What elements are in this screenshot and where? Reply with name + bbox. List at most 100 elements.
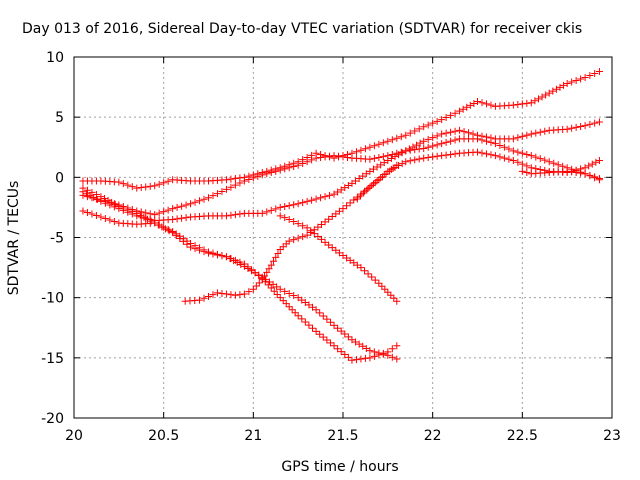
- x-tick-label: 22.5: [507, 428, 538, 444]
- x-tick-label: 21: [244, 428, 262, 444]
- data-point-marker: [416, 139, 424, 147]
- data-point-marker: [276, 285, 284, 293]
- data-point-marker: [307, 227, 315, 235]
- grid: [74, 57, 612, 418]
- data-point-marker: [334, 345, 342, 353]
- data-point-marker: [326, 318, 334, 326]
- data-point-marker: [209, 291, 217, 299]
- data-point-marker: [413, 141, 421, 149]
- data-point-marker: [323, 315, 331, 323]
- data-point-marker: [433, 141, 441, 149]
- data-point-marker: [200, 195, 208, 203]
- data-point-marker: [196, 246, 204, 254]
- data-point-marker: [379, 139, 387, 147]
- data-point-marker: [532, 153, 540, 161]
- x-tick-label: 22: [424, 428, 442, 444]
- data-point-marker: [387, 155, 395, 163]
- data-point-marker: [128, 208, 136, 216]
- data-point-marker: [572, 169, 580, 177]
- data-point-marker: [447, 150, 455, 158]
- data-point-marker: [545, 158, 553, 166]
- data-point-marker: [527, 99, 535, 107]
- data-point-marker: [411, 146, 419, 154]
- data-point-marker: [393, 355, 401, 363]
- data-point-marker: [290, 236, 298, 244]
- data-point-marker: [294, 161, 302, 169]
- data-point-marker: [352, 148, 360, 156]
- data-point-marker: [101, 215, 109, 223]
- data-point-marker: [373, 177, 381, 185]
- data-point-marker: [83, 186, 91, 194]
- data-point-marker: [265, 265, 273, 273]
- data-point-marker: [577, 75, 585, 83]
- data-point-marker: [309, 324, 317, 332]
- data-point-marker: [290, 292, 298, 300]
- data-point-marker: [424, 143, 432, 151]
- data-point-marker: [169, 205, 177, 213]
- x-tick-label: 20: [65, 428, 83, 444]
- data-point-marker: [172, 232, 180, 240]
- x-axis-label: GPS time / hours: [281, 459, 398, 475]
- data-point-marker: [294, 312, 302, 320]
- data-point-marker: [147, 217, 155, 225]
- data-point-marker: [151, 182, 159, 190]
- data-point-marker: [218, 252, 226, 260]
- data-point-marker: [92, 190, 100, 198]
- data-point-marker: [303, 158, 311, 166]
- data-point-marker: [182, 214, 190, 222]
- data-point-marker: [353, 195, 361, 203]
- data-point-marker: [527, 164, 535, 172]
- data-point-marker: [350, 196, 358, 204]
- data-point-marker: [265, 278, 273, 286]
- data-point-marker: [438, 140, 446, 148]
- data-point-marker: [356, 192, 364, 200]
- data-point-marker: [332, 210, 340, 218]
- data-point-marker: [388, 150, 396, 158]
- data-point-marker: [397, 148, 405, 156]
- data-point-marker: [213, 289, 221, 297]
- data-point-marker: [366, 183, 374, 191]
- data-point-marker: [323, 336, 331, 344]
- data-point-marker: [595, 118, 603, 126]
- data-point-marker: [341, 350, 349, 358]
- data-point-marker: [326, 339, 334, 347]
- data-point-marker: [316, 309, 324, 317]
- data-point-marker: [581, 73, 589, 81]
- data-point-marker: [319, 333, 327, 341]
- data-point-marker: [298, 296, 306, 304]
- data-point-marker: [205, 292, 212, 300]
- data-point-marker: [312, 195, 320, 203]
- data-point-marker: [366, 347, 374, 355]
- data-point-marker: [346, 199, 354, 207]
- data-point-marker: [532, 129, 540, 137]
- data-point-marker: [563, 167, 571, 175]
- data-point-marker: [222, 212, 230, 220]
- data-point-marker: [332, 246, 340, 254]
- data-point-marker: [79, 207, 87, 215]
- data-point-marker: [424, 153, 432, 161]
- data-point-marker: [231, 211, 239, 219]
- y-tick-label: -20: [41, 411, 64, 427]
- data-point-marker: [359, 342, 367, 350]
- data-point-marker: [527, 130, 535, 138]
- data-point-marker: [330, 342, 338, 350]
- data-point-marker: [285, 289, 293, 297]
- data-point-marker: [369, 180, 377, 188]
- data-point-marker: [240, 262, 248, 270]
- y-tick-label: 0: [55, 170, 64, 186]
- data-point-marker: [366, 155, 374, 163]
- data-point-marker: [245, 175, 253, 183]
- data-point-marker: [384, 288, 392, 296]
- data-point-marker: [273, 283, 281, 291]
- data-point-marker: [115, 202, 123, 210]
- data-point-marker: [317, 235, 325, 243]
- data-point-marker: [371, 276, 379, 284]
- data-point-marker: [249, 174, 257, 182]
- data-point-marker: [179, 237, 187, 245]
- data-point-marker: [249, 285, 257, 293]
- data-point-marker: [536, 128, 544, 136]
- data-point-marker: [325, 241, 333, 249]
- data-point-marker: [375, 349, 383, 357]
- data-point-marker: [482, 137, 490, 145]
- data-point-marker: [451, 127, 459, 135]
